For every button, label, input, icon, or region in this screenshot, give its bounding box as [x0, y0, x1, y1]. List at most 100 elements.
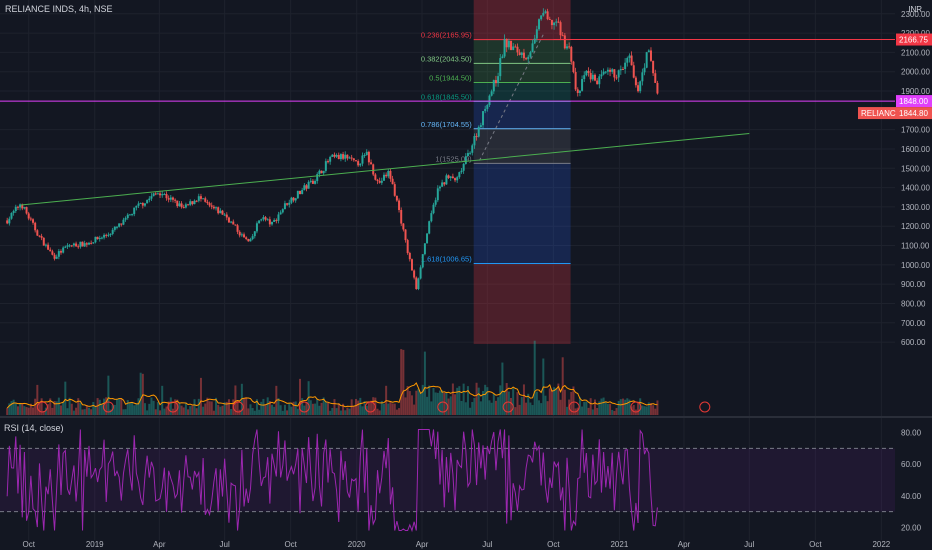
candle [391, 178, 394, 185]
candle [357, 161, 360, 166]
candle [215, 207, 218, 209]
event-markers [36, 401, 711, 413]
volume-bar [258, 409, 261, 415]
volume-bar [92, 401, 95, 415]
candle [275, 219, 278, 221]
candle [464, 156, 467, 164]
volume-bar [60, 405, 63, 415]
candle [326, 161, 329, 163]
price-candles [6, 8, 659, 291]
volume-bar [212, 410, 215, 415]
volume-bar [288, 403, 291, 415]
fib-zone [473, 39, 571, 64]
candle [184, 204, 187, 208]
volume-bar [561, 357, 564, 415]
candle [273, 219, 276, 222]
time-axis[interactable]: Oct 2019 Apr Jul Oct 2020 Apr Jul Oct 2021 Apr Jul O… [22, 540, 890, 549]
volume-bar [236, 401, 239, 415]
time-tick-label: Apr [678, 540, 691, 549]
volume-bar [279, 405, 282, 415]
trendline[interactable] [20, 133, 750, 206]
time-tick-label: Oct [809, 540, 822, 549]
volume-bar [529, 402, 532, 415]
candle [479, 125, 482, 127]
volume-bar [286, 410, 289, 415]
candle [475, 136, 478, 138]
support-badge-label: 1848.00 [899, 97, 928, 106]
candle [227, 217, 230, 223]
volume-bar [443, 392, 446, 415]
candle [654, 73, 657, 83]
volume-bar [566, 406, 569, 415]
candle [208, 203, 211, 206]
volume-bar [499, 385, 502, 415]
candle [305, 185, 308, 189]
volume-bar [292, 401, 295, 415]
volume-bar [94, 406, 97, 415]
candle [372, 164, 375, 175]
volume-bar [451, 383, 454, 415]
volume-bar [359, 397, 362, 415]
volume-bar [585, 401, 588, 415]
candle [225, 214, 228, 218]
candle [387, 170, 390, 177]
volume-bar [47, 404, 50, 415]
candle [154, 193, 157, 195]
volume-bar [488, 400, 491, 415]
candle [176, 200, 179, 207]
candle [553, 22, 556, 26]
volume-bar [143, 403, 146, 415]
candle [288, 202, 291, 205]
candle [286, 203, 289, 205]
candle [279, 212, 282, 215]
volume-bar [85, 405, 88, 415]
volume-bar [21, 403, 24, 415]
currency-label: INR [908, 5, 922, 14]
rsi-axis[interactable]: 80.00 60.00 40.00 20.00 [901, 429, 922, 533]
rsi-tick-label: 80.00 [901, 429, 922, 438]
candle [260, 219, 263, 221]
candle [587, 70, 590, 73]
candle [374, 174, 377, 180]
candle [217, 207, 220, 214]
candle [354, 160, 357, 162]
candle [236, 225, 239, 232]
candle [314, 180, 317, 184]
volume-bar [550, 390, 553, 415]
volume-bar [389, 401, 392, 415]
candle [57, 251, 60, 257]
volume-bar [641, 405, 644, 415]
candle [49, 249, 52, 252]
candle [589, 72, 592, 80]
fib-zone-top [473, 0, 571, 40]
volume-bar [268, 401, 271, 415]
volume-bar [494, 400, 497, 415]
volume-bar [410, 395, 413, 415]
candle [421, 254, 424, 268]
volume-bar [423, 351, 426, 415]
volume-bar [540, 403, 543, 415]
volume-bar [628, 399, 631, 415]
candle [550, 19, 553, 26]
candle [359, 163, 362, 166]
candle [611, 69, 614, 72]
candle [150, 196, 153, 199]
volume-bar [27, 407, 30, 415]
candle [27, 213, 30, 219]
candle [21, 204, 24, 209]
candle [647, 50, 650, 53]
candle [507, 40, 510, 48]
candle [370, 162, 373, 165]
candle [219, 210, 222, 214]
candle [544, 11, 547, 13]
fibonacci-retracement[interactable]: 0.236(2165.95) 0.382(2043.50) 0.5(1944.50)… [421, 0, 571, 344]
fib-zone [473, 128, 571, 164]
earnings-marker [437, 401, 449, 413]
candle [303, 185, 306, 191]
volume-bar [624, 399, 627, 415]
volume-bar [326, 402, 329, 415]
candle [299, 190, 302, 195]
volume-bar [471, 402, 474, 415]
volume-bar [490, 402, 493, 415]
